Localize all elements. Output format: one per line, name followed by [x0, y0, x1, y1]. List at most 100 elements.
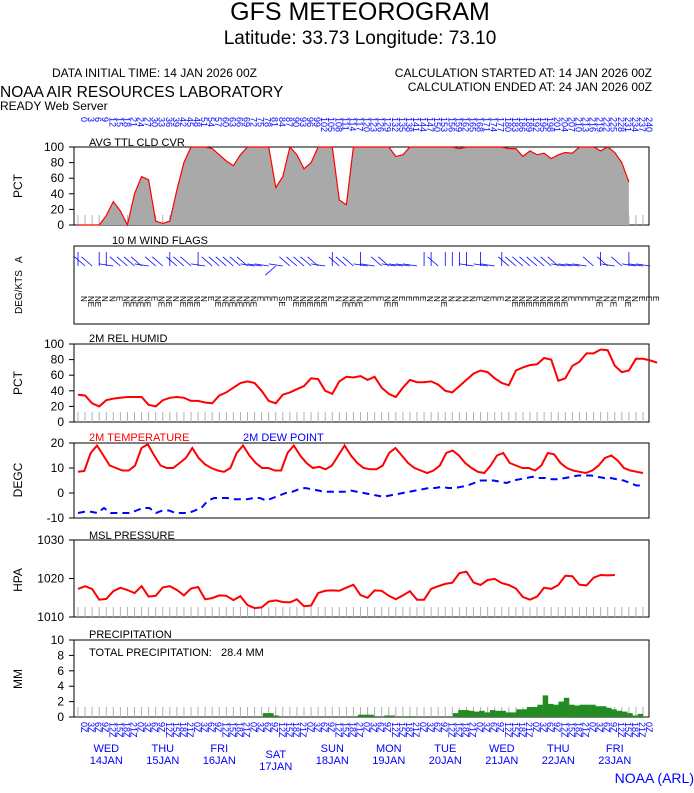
- server-name: READY Web Server: [0, 99, 108, 113]
- cloud-area: [78, 147, 629, 225]
- day-weekday: MON: [376, 743, 402, 755]
- pressure-ylabel: HPA: [11, 568, 25, 592]
- day-weekday: WED: [489, 743, 515, 755]
- day-date: 16JAN: [203, 755, 236, 767]
- precip-bar: [537, 705, 543, 717]
- day-date: 19JAN: [372, 755, 405, 767]
- data-initial-time: DATA INITIAL TIME: 14 JAN 2026 00Z: [52, 66, 257, 80]
- panel-temperature: 2M TEMPERATURE 2M DEW POINT DEGC -100102…: [11, 432, 649, 525]
- precip-bar: [374, 716, 380, 717]
- noaa-credit: NOAA (ARL): [615, 770, 694, 786]
- day-weekday: THU: [151, 743, 174, 755]
- temp-ytick-label: 10: [51, 461, 65, 475]
- precip-bar: [527, 707, 533, 717]
- precip-ytick-label: 10: [51, 633, 65, 647]
- precip-bar: [532, 707, 538, 717]
- temperature-line: [78, 444, 643, 473]
- wind-barb: [265, 266, 275, 275]
- wind-marks: NNENENNENENENENEENENENNENENENENENENENENE…: [75, 252, 661, 307]
- utc-hour-labels: 0Z3Z6Z9Z12Z15Z18Z21Z0Z3Z6Z9Z12Z15Z18Z21Z…: [79, 722, 654, 738]
- pressure-ytick-label: 1010: [37, 610, 64, 624]
- precip-bar: [580, 705, 586, 717]
- day-weekday: WED: [93, 743, 119, 755]
- precip-bar: [268, 713, 274, 717]
- precip-bar: [543, 695, 549, 717]
- wind-barb: [611, 257, 622, 266]
- temp-ylabel: DEGC: [11, 462, 25, 497]
- humid-panel-frame: [74, 344, 649, 422]
- humid-ytick-label: 60: [51, 368, 65, 382]
- wind-ylabel-suffix: A: [14, 256, 25, 263]
- cloud-ytick-label: 20: [51, 202, 65, 216]
- wind-barb: [269, 264, 283, 266]
- precip-bar: [490, 710, 496, 717]
- precip-total-value: 28.4 MM: [221, 647, 264, 659]
- pressure-ytick-label: 1030: [37, 533, 64, 547]
- humid-line: [78, 350, 657, 407]
- cloud-ylabel: PCT: [11, 173, 25, 198]
- precip-bar: [500, 711, 506, 717]
- precip-bar: [601, 706, 607, 717]
- day-date: 20JAN: [429, 755, 462, 767]
- precip-bar: [596, 706, 602, 717]
- pressure-ytick-label: 1020: [37, 572, 64, 586]
- pressure-marks: 1010 1020 1030: [37, 533, 643, 624]
- precip-bar: [574, 706, 580, 718]
- precip-bar: [569, 705, 575, 717]
- forecast-hour-labels: 0369121518212427303336394245485154576063…: [79, 117, 654, 132]
- hour-label: 240: [644, 117, 654, 132]
- precip-bar: [485, 712, 491, 717]
- cloud-ytick-label: 100: [44, 140, 64, 154]
- panel-wind-flags: 10 M WIND FLAGS DEG/KTS A NNENENNENENENE…: [14, 235, 660, 324]
- chart-title: GFS METEOROGRAM: [230, 0, 490, 26]
- humid-ytick-label: 20: [51, 399, 65, 413]
- precip-bar: [474, 712, 480, 717]
- wind-ylabel: DEG/KTS: [14, 270, 25, 314]
- day-date: 14JAN: [90, 755, 123, 767]
- precip-bar: [632, 716, 638, 718]
- utc-label: 0Z: [644, 722, 654, 733]
- precip-bar: [590, 705, 596, 717]
- day-weekday: THU: [547, 743, 570, 755]
- precip-bar: [405, 716, 411, 717]
- pressure-line: [78, 572, 615, 609]
- precip-bar: [622, 712, 628, 717]
- humid-ylabel: PCT: [11, 370, 25, 395]
- precip-bar: [506, 712, 512, 717]
- precip-bar: [273, 716, 279, 718]
- day-weekday: SAT: [266, 749, 287, 761]
- day-weekday: FRI: [210, 743, 228, 755]
- day-date: 18JAN: [316, 755, 349, 767]
- legend-temperature: 2M TEMPERATURE: [89, 432, 189, 444]
- day-weekday: FRI: [606, 743, 624, 755]
- precip-bar: [263, 713, 269, 717]
- cloud-ytick-label: 60: [51, 171, 65, 185]
- precip-bar: [469, 711, 475, 717]
- chart-coordinates: Latitude: 33.73 Longitude: 73.10: [224, 28, 497, 49]
- precip-bar: [606, 708, 612, 717]
- precip-bar: [495, 711, 501, 717]
- day-date: 22JAN: [542, 755, 575, 767]
- cloud-ytick-label: 0: [57, 218, 64, 232]
- temp-ytick-label: -10: [47, 511, 65, 525]
- precip-ylabel: MM: [11, 669, 25, 689]
- precip-bar: [553, 705, 559, 717]
- wind-direction-label: E: [651, 296, 660, 301]
- day-weekday: SUN: [321, 743, 344, 755]
- day-weekday: TUE: [434, 743, 456, 755]
- day-date: 17JAN: [259, 761, 292, 773]
- precip-bar: [627, 713, 633, 717]
- precip-bar: [458, 710, 464, 717]
- temp-ytick-label: 20: [51, 436, 65, 450]
- wind-panel-title: 10 M WIND FLAGS: [112, 235, 208, 247]
- precip-bar: [390, 716, 396, 718]
- panel-precipitation: PRECIPITATION TOTAL PRECIPITATION: 28.4 …: [11, 629, 649, 724]
- precip-bar: [464, 710, 470, 717]
